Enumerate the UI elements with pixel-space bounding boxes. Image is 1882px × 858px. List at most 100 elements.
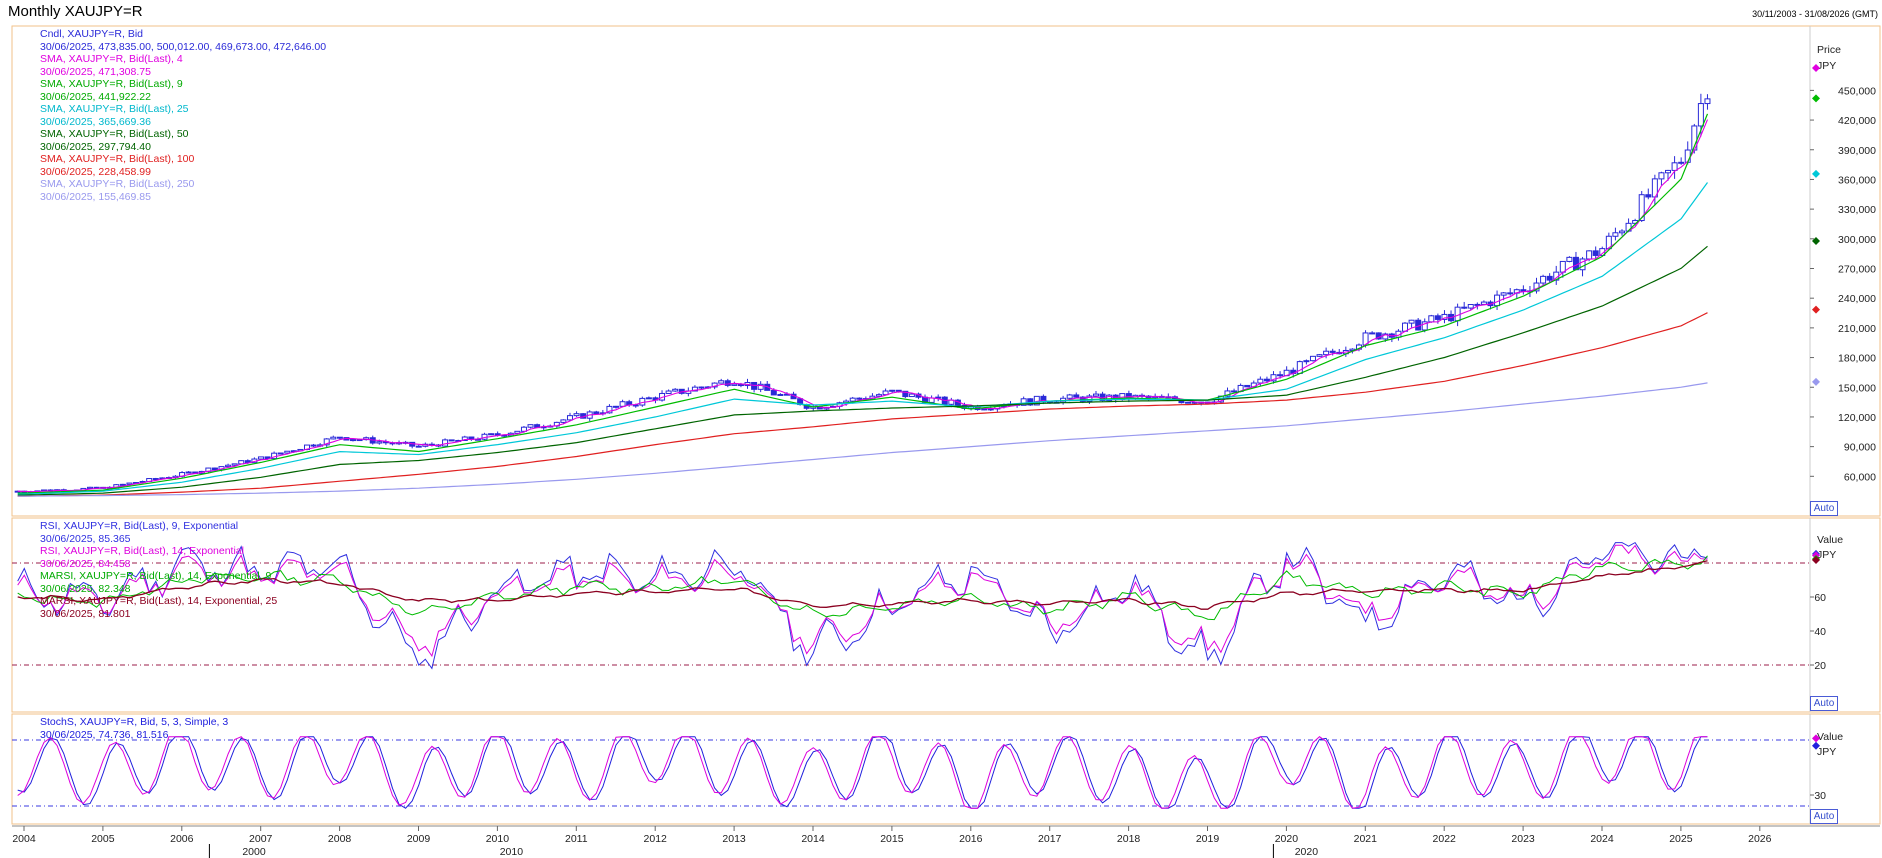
x-tick-label: 2025 (1669, 833, 1693, 845)
price-legend-name: Cndl, XAUJPY=R, Bid (40, 28, 143, 40)
x-tick-label: 2012 (644, 833, 668, 845)
stoch-value-marker (1812, 741, 1820, 750)
rsi-auto-scale-button[interactable]: Auto (1810, 696, 1838, 711)
candle-body (1612, 232, 1619, 237)
candle-body (1500, 292, 1507, 296)
rsi-legend-name: RSI, XAUJPY=R, Bid(Last), 14, Exponentia… (40, 545, 244, 557)
date-range-label: 30/11/2003 - 31/08/2026 (GMT) (1752, 9, 1878, 19)
candle-body (1316, 354, 1323, 357)
price-value-marker (1812, 236, 1820, 245)
candle-body (1520, 289, 1527, 292)
series-layer (14, 93, 1711, 809)
rsi-legend-value: 30/06/2025, 81.801 (40, 608, 131, 620)
candle-body (310, 444, 317, 447)
axes-layer: 2004 2005 2006 2007 2008 2009 2010 2011 2012 2013… (12, 44, 1876, 858)
candle-body (442, 439, 449, 447)
price-y-tick-label: 90,000 (1844, 442, 1876, 454)
candle-body (1309, 355, 1316, 362)
price-y-tick-label: 150,000 (1838, 382, 1876, 394)
candle-body (185, 471, 192, 474)
price-auto-scale-button[interactable]: Auto (1810, 501, 1838, 516)
candle-body (1277, 374, 1284, 377)
candle-body (1671, 162, 1678, 171)
candle-body (1231, 390, 1238, 393)
candle-body (672, 388, 679, 392)
price-legend-name: SMA, XAUJPY=R, Bid(Last), 100 (40, 153, 195, 165)
x-tick-label: 2007 (249, 833, 273, 845)
decade-label: 2010 (500, 846, 524, 858)
candle-body (336, 436, 343, 439)
price-y-tick-label: 270,000 (1838, 264, 1876, 276)
candle-body (987, 408, 994, 411)
candle-body (1323, 350, 1330, 356)
price-value-marker (1812, 169, 1820, 178)
candle-body (415, 445, 422, 448)
candle-body (264, 456, 271, 460)
candle-body (1566, 256, 1573, 262)
price-axis-unit: JPY (1817, 60, 1836, 72)
rsi-legend-value: 30/06/2025, 82.348 (40, 583, 131, 595)
x-tick-label: 2013 (722, 833, 746, 845)
x-tick-label: 2005 (91, 833, 115, 845)
price-legend-value: 30/06/2025, 228,458.99 (40, 166, 151, 178)
marsi9-line (17, 555, 1708, 621)
rsi-legend-name: RSI, XAUJPY=R, Bid(Last), 9, Exponential (40, 520, 238, 532)
price-y-tick-label: 180,000 (1838, 353, 1876, 365)
candle-body (908, 393, 915, 398)
x-tick-label: 2026 (1748, 833, 1772, 845)
stoch-legend-name: StochS, XAUJPY=R, Bid, 5, 3, Simple, 3 (40, 716, 228, 728)
candle-body (1586, 250, 1593, 260)
candle-body (1263, 378, 1270, 382)
rsi-legend-value: 30/06/2025, 84.458 (40, 558, 131, 570)
rsi-value-marker (1812, 555, 1820, 564)
candle-body (461, 436, 468, 441)
candle-body (698, 386, 705, 389)
sma9-line (17, 113, 1709, 494)
price-y-tick-label: 210,000 (1838, 323, 1876, 335)
candle-body (613, 405, 620, 408)
stoch-auto-scale-button[interactable]: Auto (1810, 809, 1838, 824)
price-legend-value: 30/06/2025, 297,794.40 (40, 141, 151, 153)
x-tick-label: 2024 (1590, 833, 1614, 845)
stoch-axis-title: Value (1817, 731, 1843, 743)
candle-body (211, 467, 218, 471)
candle-body (1638, 194, 1645, 222)
candle-body (1461, 306, 1468, 309)
candle-body (619, 401, 626, 407)
price-legend-value: 30/06/2025, 155,469.85 (40, 191, 151, 203)
price-axis-title: Price (1817, 44, 1841, 56)
candle-body (566, 415, 573, 421)
price-legend-name: SMA, XAUJPY=R, Bid(Last), 25 (40, 103, 189, 115)
rsi9-line (17, 541, 1708, 670)
candle-body (1697, 103, 1704, 127)
candle-body (448, 439, 455, 442)
stoch-axis-unit: JPY (1817, 746, 1836, 758)
candle-body (724, 380, 731, 386)
candle-body (152, 478, 159, 481)
candle-body (323, 438, 330, 446)
candle-body (1244, 384, 1251, 388)
sma50-line (17, 245, 1708, 496)
rsi-legend-name: MARSI, XAUJPY=R, Bid(Last), 14, Exponent… (40, 595, 277, 607)
price-legend-name: SMA, XAUJPY=R, Bid(Last), 50 (40, 128, 189, 140)
candle-body (1579, 258, 1586, 271)
candle-body (1408, 319, 1415, 324)
decade-label: 2020 (1295, 846, 1319, 858)
candle-body (1605, 235, 1612, 250)
sma100-line (17, 312, 1708, 497)
candle-body (1592, 250, 1599, 256)
candle-body (876, 394, 883, 397)
price-y-tick-label: 330,000 (1838, 204, 1876, 216)
candle-body (645, 397, 652, 400)
x-tick-label: 2006 (170, 833, 194, 845)
candle-body (902, 390, 909, 398)
panel-frames (11, 25, 1881, 827)
price-y-tick-label: 420,000 (1838, 115, 1876, 127)
candle-body (935, 396, 942, 399)
x-tick-label: 2018 (1117, 833, 1141, 845)
candle-body (1678, 161, 1685, 164)
candle-body (1494, 294, 1501, 307)
candle-body (284, 450, 291, 454)
candle-body (1329, 350, 1336, 353)
